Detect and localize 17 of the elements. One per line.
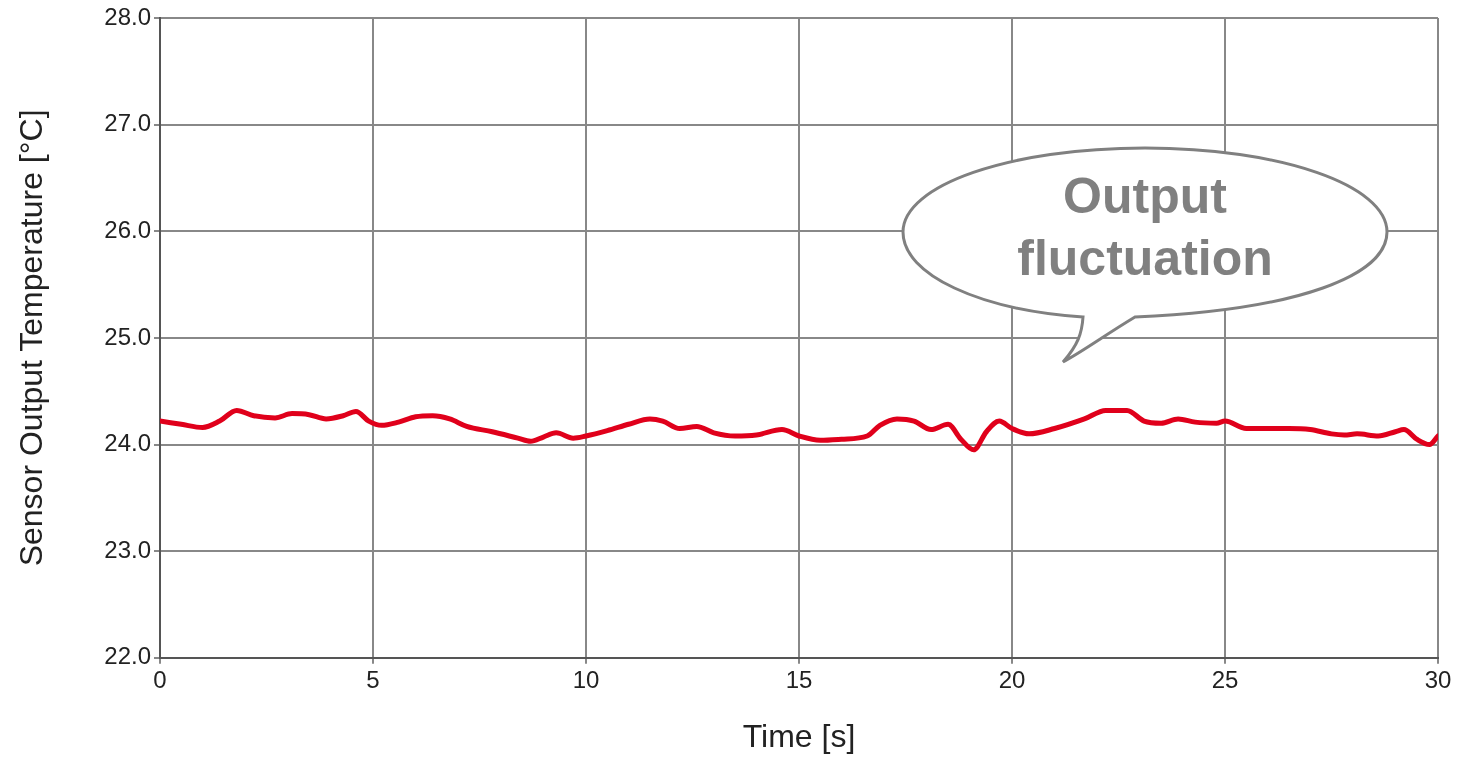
- x-tick-label: 5: [366, 665, 380, 693]
- annotation: Output fluctuation: [1016, 167, 1274, 288]
- x-tick-label: 0: [153, 665, 167, 693]
- x-tick-label: 30: [1424, 665, 1452, 693]
- y-tick-label: 24.0: [104, 429, 151, 457]
- y-axis-title: Sensor Output Temperature [°C]: [13, 109, 50, 567]
- y-tick-label: 27.0: [104, 109, 151, 137]
- y-tick-label: 26.0: [104, 215, 151, 243]
- y-tick-label: 28.0: [104, 2, 151, 30]
- x-tick-label: 15: [785, 665, 813, 693]
- x-tick-label: 25: [1211, 665, 1239, 693]
- x-axis-title: Time [s]: [742, 717, 856, 754]
- x-tick-label: 10: [572, 665, 600, 693]
- y-tick-label: 23.0: [104, 535, 151, 563]
- y-tick-label: 25.0: [104, 322, 151, 350]
- y-tick-label: 22.0: [104, 642, 151, 670]
- x-tick-label: 20: [998, 665, 1026, 693]
